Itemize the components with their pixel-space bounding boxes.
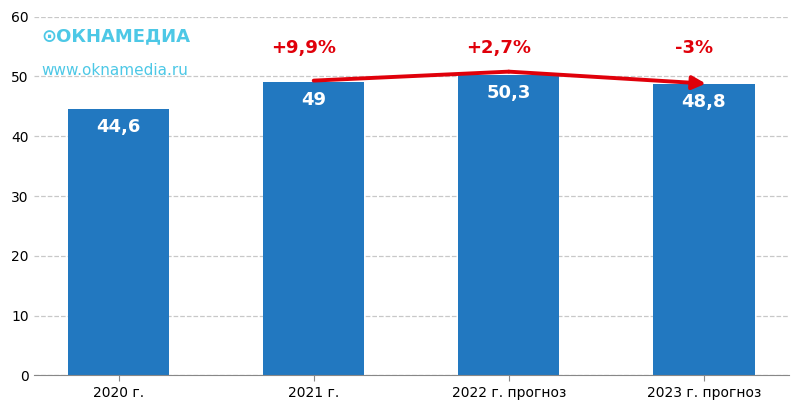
- Bar: [68, 109, 170, 376]
- Bar: [263, 82, 365, 376]
- Text: ⊙ОКНАМЕДИА: ⊙ОКНАМЕДИА: [41, 28, 190, 45]
- Bar: [653, 83, 754, 376]
- Text: 44,6: 44,6: [97, 118, 141, 136]
- Text: www.oknamedia.ru: www.oknamedia.ru: [41, 63, 188, 78]
- Text: -3%: -3%: [675, 39, 713, 57]
- Text: 48,8: 48,8: [682, 92, 726, 111]
- Text: +2,7%: +2,7%: [466, 39, 531, 57]
- Text: 49: 49: [302, 91, 326, 109]
- Text: +9,9%: +9,9%: [271, 39, 337, 57]
- Bar: [458, 75, 559, 376]
- Text: 50,3: 50,3: [486, 83, 531, 102]
